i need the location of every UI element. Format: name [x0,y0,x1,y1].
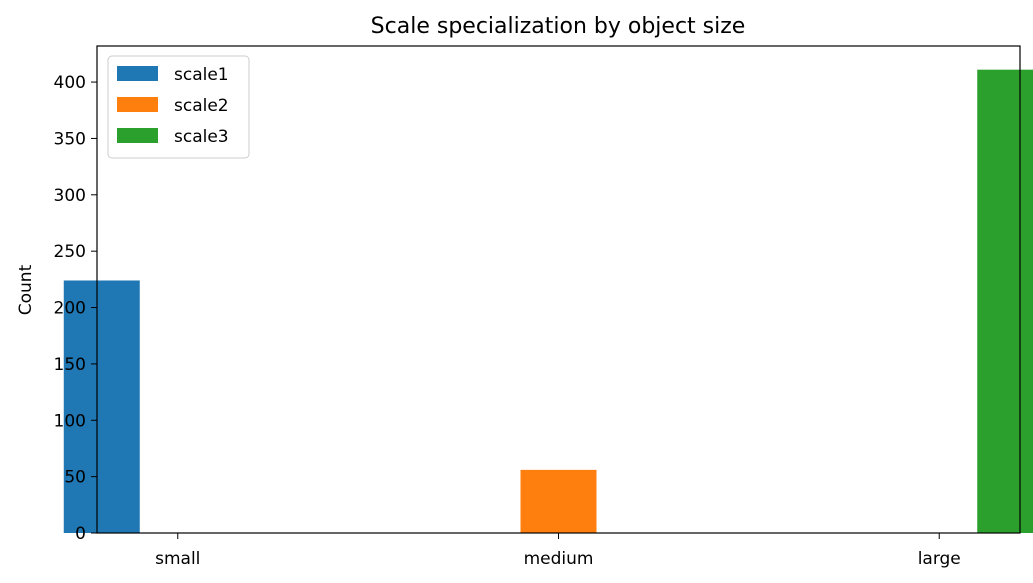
legend-swatch-scale1 [117,66,158,81]
legend-label-scale3: scale3 [174,127,229,147]
legend-swatch-scale2 [117,97,158,112]
y-tick-label: 50 [64,468,86,488]
ticks-group: 0 50 100 150 200 250 300 350 400 small medium large [54,73,961,569]
bar-scale1-small [63,280,140,533]
x-tick-label: small [155,549,200,569]
y-tick-label: 250 [54,242,86,262]
bar-scale3-large [977,69,1033,533]
y-tick-label: 100 [54,411,86,431]
y-axis-label: Count [16,264,36,315]
y-tick-label: 350 [54,129,86,149]
legend: scale1 scale2 scale3 [107,55,250,159]
bar-scale2-medium [520,469,597,533]
bars-group [63,69,1033,533]
legend-label-scale1: scale1 [174,65,229,85]
x-tick-label: large [918,549,961,569]
chart-title: Scale specialization by object size [371,14,746,39]
y-tick-label: 150 [54,355,86,375]
y-tick-label: 0 [75,524,86,544]
y-tick-label: 200 [54,299,86,319]
y-tick-label: 300 [54,186,86,206]
x-tick-label: medium [524,549,594,569]
legend-label-scale2: scale2 [174,96,229,116]
y-tick-label: 400 [54,73,86,93]
legend-swatch-scale3 [117,128,158,143]
